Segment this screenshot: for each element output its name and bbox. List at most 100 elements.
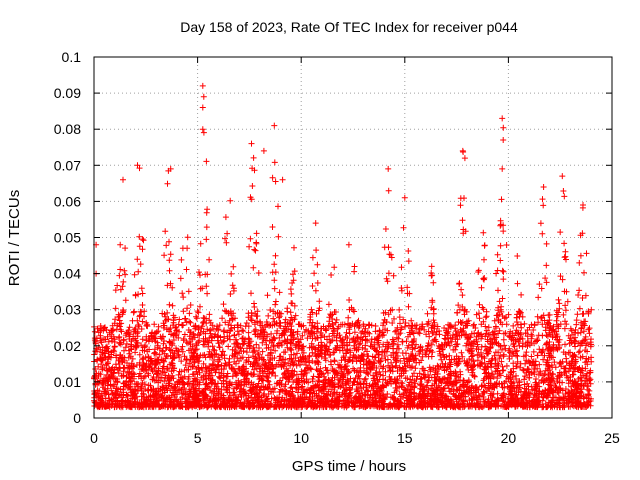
- data-point: [260, 335, 267, 342]
- data-point: [535, 319, 542, 326]
- data-point: [214, 380, 221, 387]
- data-point: [412, 380, 419, 387]
- data-point: [226, 397, 233, 403]
- data-point: [563, 321, 570, 328]
- data-point: [430, 317, 437, 324]
- data-point: [230, 315, 236, 322]
- data-point: [524, 380, 531, 387]
- data-point: [543, 404, 549, 411]
- data-point: [211, 347, 218, 354]
- data-point: [116, 340, 123, 347]
- data-point: [193, 313, 199, 320]
- data-point: [171, 365, 177, 372]
- data-point: [430, 279, 437, 286]
- data-point: [239, 327, 246, 334]
- data-point: [581, 269, 587, 276]
- data-point: [245, 314, 252, 321]
- data-point: [481, 370, 488, 377]
- data-point: [534, 352, 541, 359]
- data-point: [234, 370, 241, 377]
- data-point: [294, 389, 301, 396]
- data-point: [486, 386, 493, 392]
- data-point: [499, 321, 506, 328]
- data-point: [171, 396, 178, 403]
- data-point: [122, 245, 129, 252]
- data-point: [373, 347, 379, 354]
- data-point: [405, 342, 412, 349]
- points-layer: [91, 82, 595, 411]
- data-point: [271, 321, 278, 328]
- data-point: [227, 197, 234, 204]
- data-point: [130, 402, 137, 409]
- data-point: [397, 399, 404, 406]
- data-point: [392, 363, 399, 370]
- data-point: [481, 276, 487, 283]
- data-point: [452, 325, 458, 332]
- data-point: [539, 196, 546, 203]
- data-point: [480, 229, 487, 236]
- data-point: [342, 380, 349, 387]
- data-point: [272, 252, 279, 259]
- data-point: [173, 391, 180, 398]
- data-point: [390, 394, 397, 401]
- data-point: [329, 337, 336, 343]
- data-point: [206, 256, 213, 263]
- data-point: [230, 263, 237, 270]
- data-point: [389, 306, 396, 313]
- data-point: [166, 238, 172, 245]
- data-point: [544, 392, 551, 399]
- data-point: [178, 386, 184, 393]
- data-point: [423, 351, 430, 358]
- data-point: [576, 348, 583, 355]
- data-point: [462, 228, 469, 235]
- data-point: [499, 313, 506, 319]
- data-point: [515, 331, 522, 337]
- data-point: [305, 327, 312, 334]
- data-point: [187, 363, 194, 370]
- data-point: [581, 322, 588, 329]
- data-point: [212, 404, 219, 411]
- data-point: [393, 327, 400, 334]
- data-point: [236, 366, 243, 373]
- data-point: [139, 356, 146, 363]
- data-point: [291, 302, 298, 309]
- data-point: [290, 277, 297, 284]
- data-point: [507, 328, 514, 335]
- data-point: [159, 365, 166, 372]
- data-point: [304, 364, 311, 371]
- data-point: [222, 360, 229, 367]
- data-point: [339, 347, 346, 354]
- data-point: [166, 346, 173, 353]
- data-point: [306, 365, 313, 372]
- data-point: [186, 360, 193, 367]
- data-point: [309, 283, 316, 289]
- data-point: [471, 321, 477, 328]
- data-point: [291, 316, 298, 323]
- data-point: [579, 353, 586, 360]
- data-point: [575, 349, 582, 356]
- data-point: [145, 393, 152, 400]
- data-point: [351, 329, 358, 336]
- data-point: [123, 391, 130, 398]
- data-point: [572, 360, 579, 366]
- data-point: [288, 370, 295, 377]
- data-point: [341, 397, 348, 404]
- data-point: [352, 353, 359, 360]
- data-point: [459, 303, 466, 310]
- data-point: [546, 317, 553, 324]
- data-point: [450, 346, 457, 353]
- data-point: [208, 389, 215, 396]
- data-point: [113, 352, 119, 359]
- data-point: [217, 375, 224, 382]
- data-point: [230, 385, 237, 392]
- data-point: [251, 167, 258, 174]
- data-point: [416, 351, 423, 357]
- data-point: [530, 327, 537, 333]
- data-point: [452, 370, 459, 376]
- data-point: [255, 373, 262, 380]
- data-point: [376, 351, 382, 358]
- data-point: [99, 351, 106, 358]
- data-point: [351, 263, 358, 270]
- data-point: [363, 387, 370, 394]
- data-point: [389, 336, 396, 343]
